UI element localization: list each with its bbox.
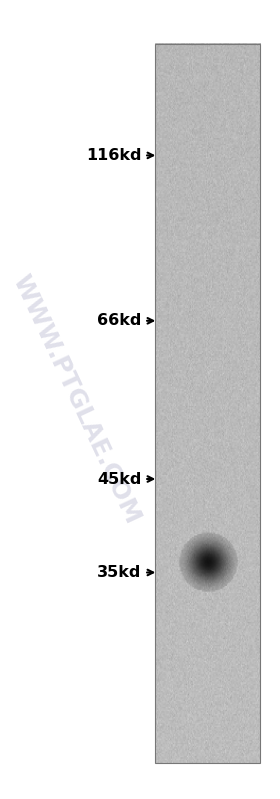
Text: 35kd: 35kd <box>97 565 141 580</box>
Text: 45kd: 45kd <box>97 471 141 487</box>
Text: 66kd: 66kd <box>97 313 141 328</box>
Bar <box>155 44 260 763</box>
Text: WWW.PTGLAE.COM: WWW.PTGLAE.COM <box>7 271 144 528</box>
Text: 116kd: 116kd <box>86 148 141 163</box>
